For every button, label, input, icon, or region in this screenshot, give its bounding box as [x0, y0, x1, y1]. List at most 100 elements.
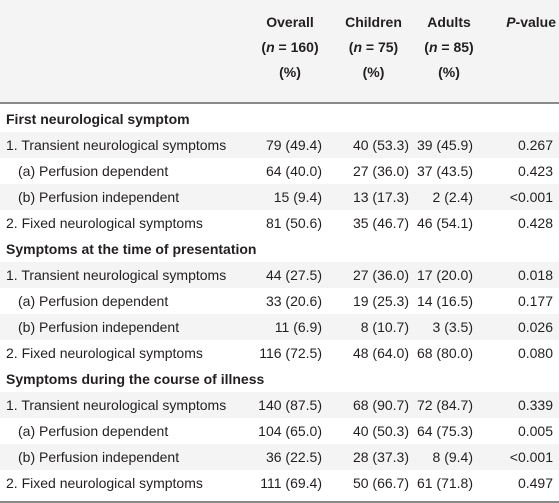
row-label: (b) Perfusion independent [18, 319, 180, 335]
header-children-n: (n = 75) [336, 35, 411, 60]
n-label: n [266, 39, 275, 55]
cell-overall: 15 (9.4) [273, 189, 322, 205]
section-header-row: Symptoms during the course of illness [0, 366, 559, 392]
header-pvalue-rest: -value [515, 14, 556, 30]
cell-pvalue: 0.026 [517, 319, 553, 335]
cell-children: 27 (36.0) [352, 163, 409, 179]
row-label: (b) Perfusion independent [18, 189, 180, 205]
header-overall-n: (n = 160) [254, 35, 326, 60]
cell-overall: 104 (65.0) [258, 423, 322, 439]
cell-pvalue: 0.423 [517, 163, 553, 179]
header-overall-title: Overall [266, 14, 314, 30]
cell-overall: 33 (20.6) [265, 293, 322, 309]
cell-pvalue: 0.080 [517, 345, 553, 361]
paren: ( [261, 39, 267, 55]
cell-children: 27 (36.0) [352, 267, 409, 283]
cell-pvalue: 0.339 [517, 397, 553, 413]
section-title: First neurological symptom [6, 111, 190, 127]
cell-adults: 3 (3.5) [432, 319, 473, 335]
n-label: n [428, 39, 438, 55]
row-label: (a) Perfusion dependent [18, 163, 169, 179]
cell-children: 28 (37.3) [352, 449, 409, 465]
cell-adults: 17 (20.0) [416, 267, 473, 283]
n-value: = 75) [365, 39, 399, 55]
section-title: Symptoms during the course of illness [6, 371, 265, 387]
cell-children: 48 (64.0) [352, 345, 409, 361]
cell-overall: 79 (49.4) [265, 137, 322, 153]
cell-adults: 68 (80.0) [416, 345, 473, 361]
cell-adults: 14 (16.5) [416, 293, 473, 309]
header-children: Children (n = 75) (%) [336, 10, 411, 85]
cell-overall: 11 (6.9) [274, 319, 322, 335]
section-header-row: Symptoms at the time of presentation [0, 236, 559, 262]
cell-children: 35 (46.7) [352, 215, 409, 231]
cell-pvalue: 0.428 [517, 215, 553, 231]
row-label: 1. Transient neurological symptoms [6, 397, 227, 413]
cell-pvalue: 0.005 [517, 423, 553, 439]
cell-pvalue: 0.018 [517, 267, 553, 283]
table-row: 1. Transient neurological symptoms 44 (27… [0, 262, 559, 288]
row-label: (b) Perfusion independent [18, 449, 180, 465]
section-title: Symptoms at the time of presentation [6, 241, 257, 257]
row-label: 2. Fixed neurological symptoms [6, 475, 203, 491]
cell-children: 13 (17.3) [352, 189, 409, 205]
header-adults-unit: (%) [438, 64, 460, 80]
header-adults: Adults (n = 85) (%) [418, 10, 480, 85]
cell-adults: 72 (84.7) [416, 397, 473, 413]
n-value: = 85) [441, 39, 474, 55]
row-label: 2. Fixed neurological symptoms [6, 345, 203, 361]
cell-overall: 116 (72.5) [259, 345, 322, 361]
cell-children: 40 (53.3) [352, 137, 409, 153]
row-label: 1. Transient neurological symptoms [6, 137, 227, 153]
table-row: (b) Perfusion independent 36 (22.5) 28 (37… [0, 444, 559, 470]
header-pvalue: P-value [490, 10, 556, 35]
cell-adults: 64 (75.3) [416, 423, 473, 439]
table-row: (b) Perfusion independent 11 (6.9) 8 (10.7… [0, 314, 559, 340]
paren: ( [424, 39, 429, 55]
cell-overall: 111 (69.4) [260, 475, 322, 491]
header-adults-n: (n = 85) [418, 35, 480, 60]
cell-overall: 64 (40.0) [265, 163, 322, 179]
cell-overall: 44 (27.5) [265, 267, 322, 283]
table-row: 1. Transient neurological symptoms 79 (49… [0, 132, 559, 158]
row-label: (a) Perfusion dependent [18, 293, 169, 309]
cell-pvalue: 0.267 [517, 137, 553, 153]
cell-adults: 2 (2.4) [432, 189, 473, 205]
cell-adults: 61 (71.8) [416, 475, 473, 491]
cell-adults: 39 (45.9) [416, 137, 473, 153]
cell-adults: 8 (9.4) [432, 449, 473, 465]
row-label: 1. Transient neurological symptoms [6, 267, 227, 283]
table-row: 2. Fixed neurological symptoms 111 (69.4)… [0, 470, 559, 496]
table-row: (b) Perfusion independent 15 (9.4) 13 (17.… [0, 184, 559, 210]
cell-children: 19 (25.3) [352, 293, 409, 309]
paren: ( [348, 39, 354, 55]
table-row: 1. Transient neurological symptoms 140 (8… [0, 392, 559, 418]
table-row: 2. Fixed neurological symptoms 81 (50.6) 3… [0, 210, 559, 236]
header-overall-unit: (%) [279, 64, 301, 80]
header-children-unit: (%) [362, 64, 385, 80]
n-value: = 160) [278, 39, 319, 55]
table-header: Overall (n = 160) (%) Children (n = 75) … [0, 0, 559, 102]
row-label: (a) Perfusion dependent [18, 423, 169, 439]
header-pvalue-italic: P [506, 14, 516, 30]
cell-pvalue: <0.001 [509, 189, 553, 205]
cell-children: 8 (10.7) [360, 319, 409, 335]
header-children-title: Children [345, 14, 402, 30]
header-rule [0, 102, 559, 104]
bottom-rule [0, 501, 559, 503]
table-row: (a) Perfusion dependent 64 (40.0) 27 (36.0… [0, 158, 559, 184]
header-overall: Overall (n = 160) (%) [254, 10, 326, 85]
header-adults-title: Adults [427, 14, 471, 30]
table-row: (a) Perfusion dependent 104 (65.0) 40 (50.… [0, 418, 559, 444]
row-label: 2. Fixed neurological symptoms [6, 215, 203, 231]
cell-overall: 81 (50.6) [265, 215, 322, 231]
cell-overall: 36 (22.5) [265, 449, 322, 465]
cell-adults: 46 (54.1) [416, 215, 473, 231]
n-label: n [353, 39, 363, 55]
cell-pvalue: 0.497 [517, 475, 553, 491]
table-row: (a) Perfusion dependent 33 (20.6) 19 (25.3… [0, 288, 559, 314]
cell-children: 40 (50.3) [352, 423, 409, 439]
cell-pvalue: <0.001 [509, 449, 553, 465]
cell-children: 50 (66.7) [352, 475, 409, 491]
table-row: 2. Fixed neurological symptoms 116 (72.5)… [0, 340, 559, 366]
